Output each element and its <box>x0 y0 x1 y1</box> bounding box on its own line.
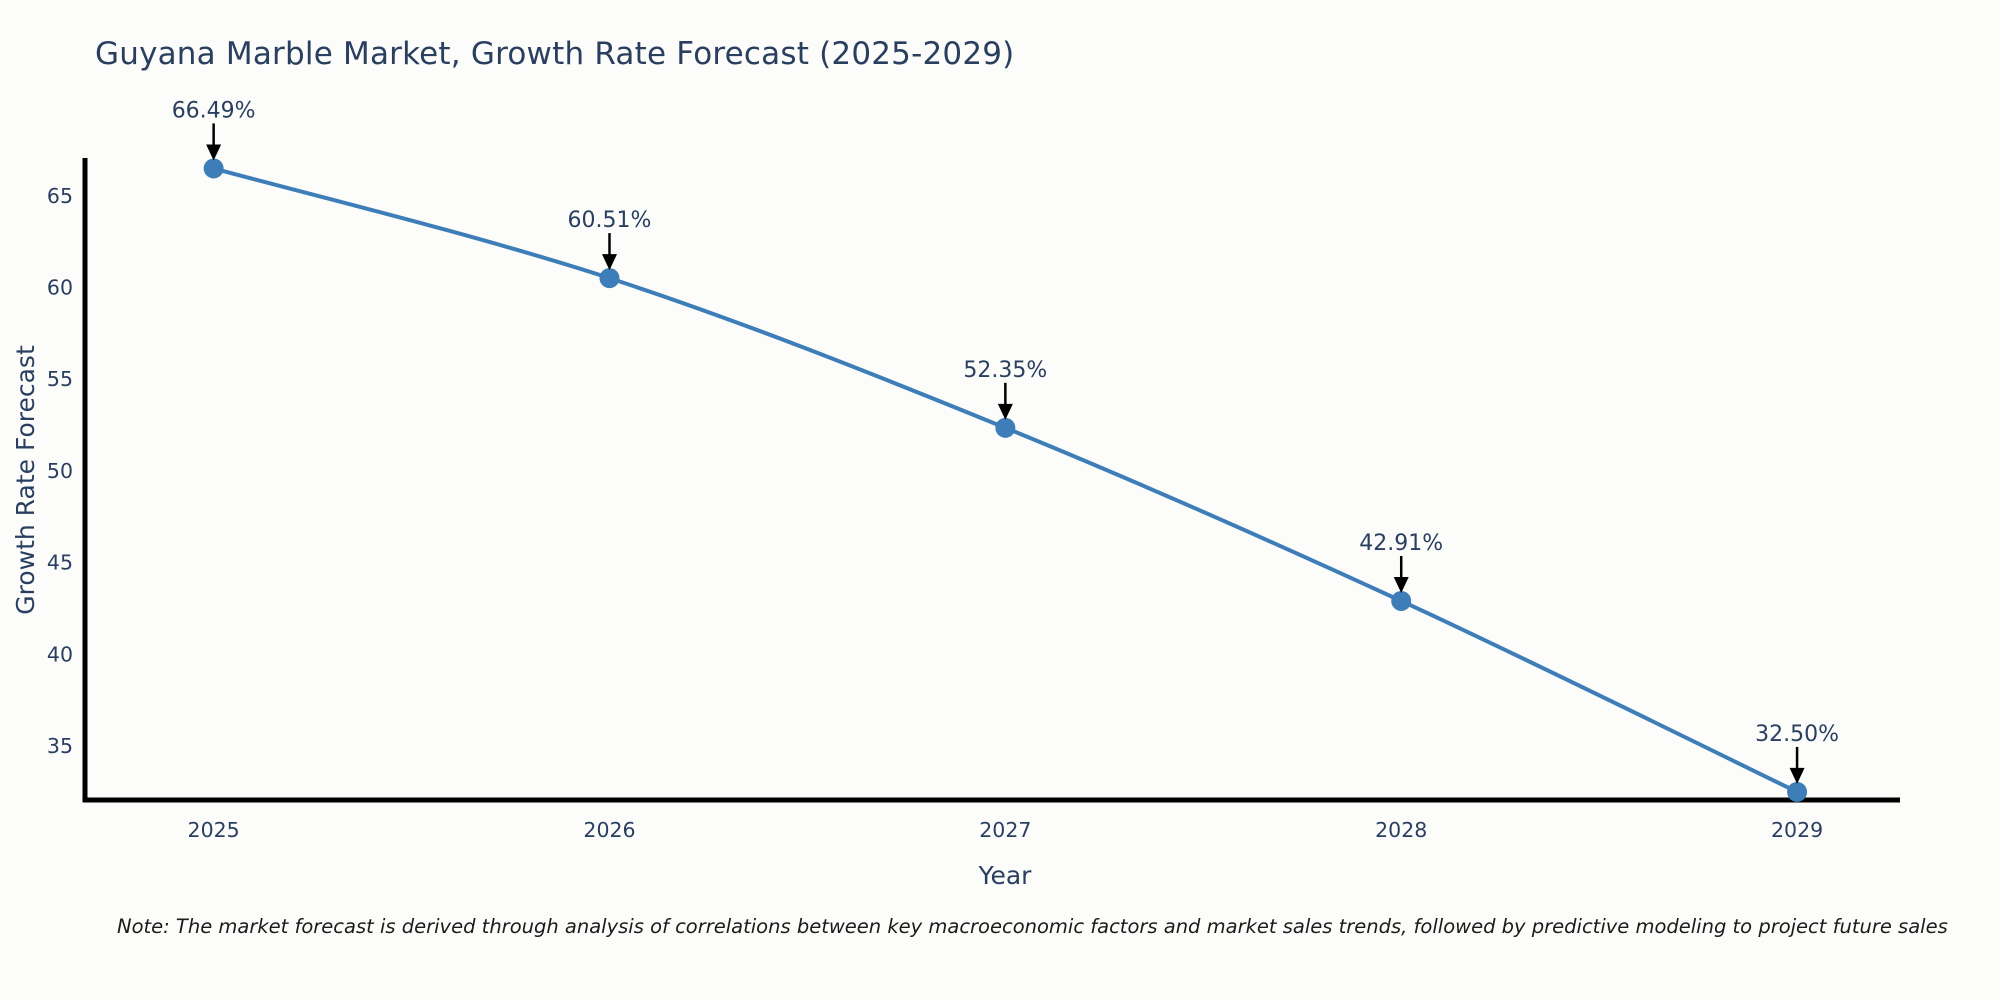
trend-line <box>211 166 1800 794</box>
y-tick-label: 45 <box>47 551 73 575</box>
data-point-marker <box>1391 590 1412 611</box>
chart-title: Guyana Marble Market, Growth Rate Foreca… <box>95 36 1015 72</box>
y-tick-label: 65 <box>47 184 73 208</box>
annotation-arrow-head <box>206 144 222 161</box>
x-tick-label: 2025 <box>188 818 240 842</box>
y-tick-label: 50 <box>47 459 73 483</box>
annotation-arrow-head <box>1393 576 1409 593</box>
point-annotation-label: 60.51% <box>568 208 652 233</box>
y-axis-title: Growth Rate Forecast <box>11 345 40 615</box>
y-tick-label: 60 <box>47 275 73 299</box>
y-tick-label: 40 <box>47 642 73 666</box>
annotation-arrow-head <box>1789 767 1805 784</box>
footnote: Note: The market forecast is derived thr… <box>117 915 1948 938</box>
x-tick-label: 2029 <box>1771 818 1823 842</box>
data-point-marker <box>599 268 620 289</box>
x-tick-label: 2028 <box>1375 818 1427 842</box>
data-point-marker <box>1787 781 1808 802</box>
annotation-arrow-head <box>601 254 617 271</box>
point-annotation-label: 42.91% <box>1359 531 1443 556</box>
y-tick-label: 35 <box>47 734 73 758</box>
data-point-marker <box>203 158 224 179</box>
x-tick-label: 2027 <box>979 818 1031 842</box>
x-tick-label: 2026 <box>583 818 635 842</box>
data-point-marker <box>995 417 1016 438</box>
point-annotation-label: 32.50% <box>1755 722 1839 747</box>
x-axis-title: Year <box>978 861 1033 890</box>
point-annotation-label: 66.49% <box>172 98 256 123</box>
point-annotation-label: 52.35% <box>963 358 1047 383</box>
annotation-arrow-head <box>997 403 1013 420</box>
y-tick-label: 55 <box>47 367 73 391</box>
